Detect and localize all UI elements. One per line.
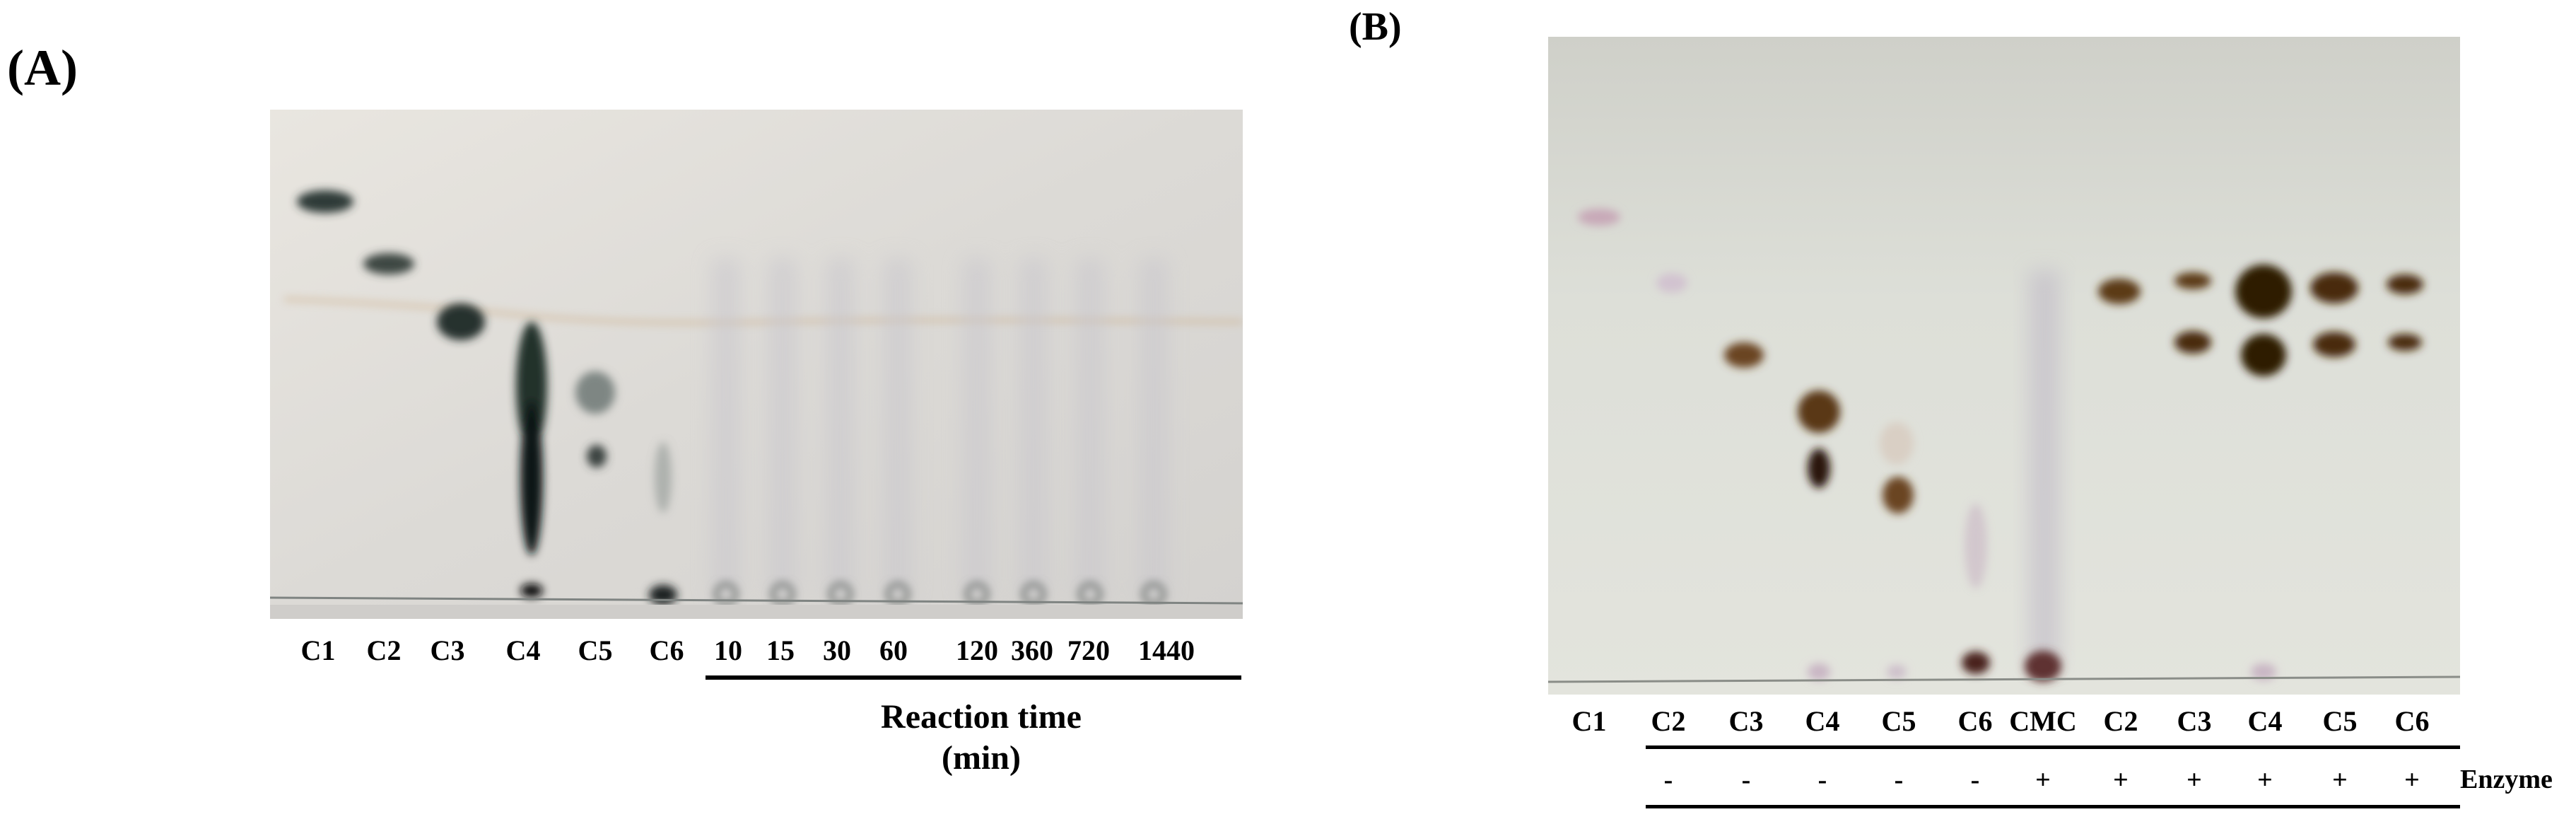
panel-a-lane-time-30: 30 [823, 634, 851, 666]
panel-a-lane-time-15: 15 [766, 634, 795, 666]
panel-b-lane-cmc: CMC [2009, 705, 2077, 737]
enzyme-sign-c3-enzyme: + [2186, 765, 2202, 795]
enzyme-sign-c4: - [1817, 765, 1827, 795]
enzyme-sign-c5: - [1894, 765, 1904, 795]
panel-a-reaction-time-bracket [706, 675, 1241, 680]
panel-b-plate-svg [1548, 37, 2460, 695]
panel-b-lane-c4: C4 [1805, 705, 1840, 737]
panel-b-lane-c6-enzyme: C6 [2394, 705, 2430, 737]
panel-a-lane-time-120: 120 [956, 634, 998, 666]
panel-b-lane-c5: C5 [1881, 705, 1916, 737]
panel-a-lane-c6: C6 [649, 634, 684, 666]
panel-a-lane-c4: C4 [505, 634, 541, 666]
panel-b-lane-c6: C6 [1957, 705, 1993, 737]
panel-a-label: (A) [7, 40, 78, 96]
enzyme-sign-c6-enzyme: + [2404, 765, 2420, 795]
enzyme-sign-c3: - [1741, 765, 1751, 795]
panel-a-lane-c2: C2 [366, 634, 402, 666]
panel-a-lane-time-720: 720 [1067, 634, 1110, 666]
panel-a-tlc-plate-image [270, 110, 1243, 619]
panel-b-lower-bracket [1646, 805, 2460, 808]
panel-a-reaction-time-line1: Reaction time [881, 698, 1082, 736]
panel-a-lane-time-60: 60 [879, 634, 908, 666]
panel-b-lane-c1: C1 [1571, 705, 1607, 737]
panel-b-lane-c2: C2 [1651, 705, 1686, 737]
panel-b-label: (B) [1349, 5, 1402, 49]
panel-a-lane-c3: C3 [430, 634, 465, 666]
panel-a-lane-time-10: 10 [714, 634, 742, 666]
enzyme-sign-c6: - [1970, 765, 1980, 795]
enzyme-sign-cmc: + [2035, 765, 2051, 795]
panel-a-reaction-time-title: Reaction time (min) [881, 697, 1082, 778]
panel-b-tlc-plate-image [1548, 37, 2460, 695]
panel-b-upper-bracket [1646, 745, 2460, 749]
panel-a-reaction-time-line2: (min) [942, 738, 1021, 777]
enzyme-sign-c4-enzyme: + [2257, 765, 2273, 795]
panel-b-lane-c5-enzyme: C5 [2322, 705, 2358, 737]
enzyme-sign-c2: - [1663, 765, 1673, 795]
panel-b-lane-c3: C3 [1728, 705, 1764, 737]
panel-a-lane-time-360: 360 [1011, 634, 1053, 666]
panel-a-lane-c1: C1 [300, 634, 336, 666]
enzyme-sign-c5-enzyme: + [2332, 765, 2348, 795]
panel-a-plate-svg [270, 110, 1243, 619]
panel-b-lane-c2-enzyme: C2 [2103, 705, 2138, 737]
enzyme-row-label: Enzyme [2460, 765, 2553, 794]
panel-a-lane-time-1440: 1440 [1138, 634, 1195, 666]
panel-b-lane-c3-enzyme: C3 [2177, 705, 2212, 737]
panel-b-lane-c4-enzyme: C4 [2247, 705, 2283, 737]
panel-a-lane-c5: C5 [578, 634, 613, 666]
enzyme-sign-c2-enzyme: + [2113, 765, 2129, 795]
